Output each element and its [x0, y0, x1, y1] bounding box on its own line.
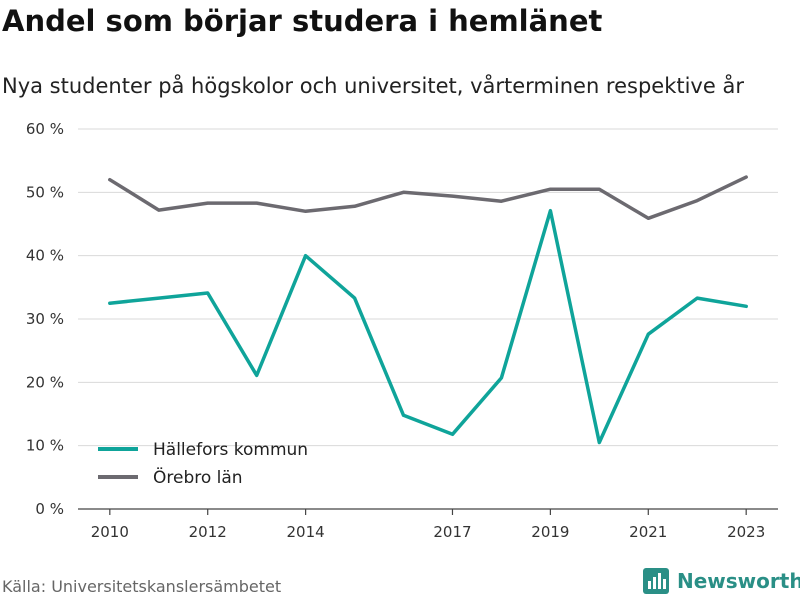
chart-subtitle: Nya studenter på högskolor och universit… [2, 74, 744, 98]
brand-name: Newsworthy [677, 569, 800, 593]
x-tick-label: 2014 [287, 523, 325, 541]
y-tick-label: 50 % [26, 183, 64, 201]
chart-title: Andel som börjar studera i hemlänet [2, 4, 603, 38]
x-axis [78, 508, 778, 515]
grid-lines [78, 128, 778, 447]
y-tick-label: 20 % [26, 373, 64, 391]
series-line-hallefors [108, 208, 748, 445]
y-tick-label: 10 % [26, 437, 64, 455]
legend: Hällefors kommun Örebro län [98, 440, 308, 488]
y-tick-label: 30 % [26, 310, 64, 328]
series-lines [108, 175, 748, 445]
y-axis-tick-labels: 0 % 10 % 20 % 30 % 40 % 50 % 60 % [26, 120, 64, 518]
x-tick-label: 2023 [727, 523, 765, 541]
legend-label: Örebro län [153, 466, 243, 488]
x-tick-label: 2019 [531, 523, 569, 541]
y-tick-label: 40 % [26, 247, 64, 265]
x-tick-label: 2012 [189, 523, 227, 541]
series-line-orebro [108, 175, 748, 221]
y-tick-label: 0 % [35, 500, 64, 518]
source-note: Källa: Universitetskanslersämbetet [2, 577, 282, 596]
brand-logo: Newsworthy [643, 568, 800, 594]
x-tick-label: 2017 [433, 523, 471, 541]
y-tick-label: 60 % [26, 120, 64, 138]
x-tick-label: 2021 [629, 523, 667, 541]
x-axis-tick-labels: 2010 2012 2014 2017 2019 2021 2023 [91, 523, 766, 541]
x-tick-label: 2010 [91, 523, 129, 541]
bar-chart-logo-icon [643, 568, 669, 594]
legend-label: Hällefors kommun [153, 440, 308, 460]
